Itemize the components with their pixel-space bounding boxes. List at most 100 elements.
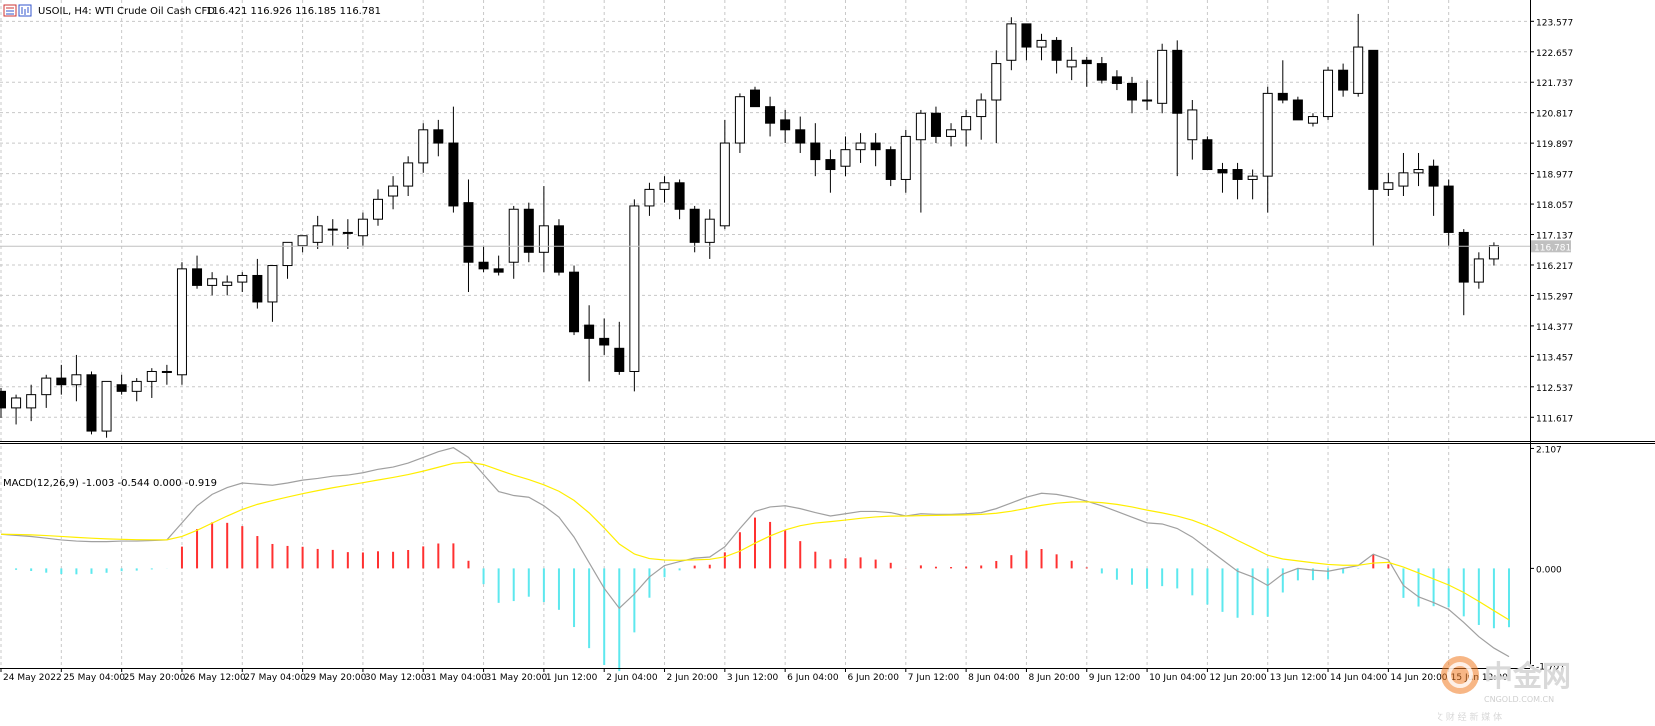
candle-body (373, 198, 383, 220)
candle-body (734, 96, 745, 144)
candle-body (1157, 49, 1168, 104)
candle (86, 371, 97, 435)
macd-tick-label: 2.107 (1536, 445, 1562, 455)
candle-body (523, 208, 534, 253)
candle-body (674, 182, 685, 210)
candle (1307, 113, 1318, 127)
time-tick-label: 15 Jun 12:00 (1451, 673, 1508, 683)
candle-body (327, 228, 338, 231)
candle (1127, 76, 1137, 114)
candle-body (569, 271, 580, 333)
candle (870, 133, 881, 167)
candle-body (252, 274, 263, 303)
candle-body (1323, 69, 1334, 118)
time-tick-label: 9 Jun 12:00 (1089, 673, 1141, 683)
candle-body (1172, 49, 1183, 114)
candle-body (961, 116, 972, 131)
macd-tick-label: 0.000 (1536, 565, 1562, 575)
candle (1157, 43, 1168, 114)
symbol-info: USOIL, H4: WTI Crude Oil Cash CFD (38, 6, 215, 17)
candle-body (1096, 63, 1107, 81)
candle-body (1428, 165, 1439, 187)
candle-body (11, 397, 22, 409)
price-tick-label: 114.377 (1536, 323, 1573, 333)
candle-body (357, 218, 368, 237)
candle-body (1021, 23, 1032, 48)
candle-body (282, 241, 293, 267)
candle (1368, 49, 1379, 246)
candle-body (418, 129, 429, 164)
candle (1277, 60, 1288, 104)
candle-body (1006, 23, 1017, 61)
candle (448, 106, 459, 213)
candle (1187, 100, 1198, 160)
candle-body (1443, 185, 1454, 233)
candle-body (403, 162, 414, 187)
candle (1383, 172, 1394, 197)
candle-body (553, 225, 564, 273)
price-tick-label: 120.817 (1536, 110, 1573, 120)
price-tick-label: 116.217 (1536, 262, 1573, 272)
candle-body (750, 89, 760, 108)
candle (433, 119, 444, 157)
candle (1292, 96, 1303, 121)
time-tick-label: 27 May 04:00 (244, 673, 306, 683)
macd-line (0, 447, 1510, 658)
candle (342, 219, 353, 249)
candle-body (1413, 169, 1424, 174)
candle-body (1217, 169, 1228, 174)
candle (312, 215, 323, 249)
current-price-label: 116.781 (1534, 243, 1571, 253)
time-tick-label: 7 Jun 12:00 (908, 673, 960, 683)
candle (1398, 152, 1409, 197)
candle (569, 265, 580, 336)
time-tick-label: 26 May 12:00 (184, 673, 246, 683)
candle (674, 179, 685, 220)
candle-body (1066, 59, 1077, 68)
candle (946, 123, 957, 147)
candle-body (810, 142, 821, 161)
watermark-tagline: 中 文 财 经 新 媒 体 (1438, 711, 1502, 722)
price-tick-label: 115.297 (1536, 292, 1573, 302)
candle-body (976, 99, 987, 118)
candle (327, 219, 338, 246)
time-tick-label: 8 Jun 20:00 (1028, 673, 1080, 683)
candle-body (689, 208, 700, 243)
price-tick-label: 123.577 (1536, 18, 1573, 28)
candle (1232, 162, 1243, 200)
candle-body (448, 142, 459, 207)
price-tick-label: 118.057 (1536, 201, 1573, 211)
candle (553, 219, 564, 276)
candle (991, 50, 1002, 144)
time-tick-label: 6 Jun 04:00 (787, 673, 839, 683)
candle (11, 394, 22, 425)
candle (1202, 136, 1213, 171)
candle-body (297, 235, 308, 247)
candle (976, 93, 987, 140)
candle (478, 245, 489, 273)
candle (704, 209, 715, 259)
macd-signal-line (0, 461, 1510, 621)
candle-body (493, 268, 504, 273)
candle (267, 265, 278, 322)
candle (131, 378, 142, 402)
candle-body (1398, 172, 1409, 187)
chart-window-icon[interactable] (3, 4, 32, 17)
candle-body (312, 225, 323, 243)
candle-body (840, 149, 851, 167)
candle-body (719, 142, 730, 227)
candle-body (0, 390, 6, 409)
candle (750, 86, 760, 108)
time-tick-label: 24 May 2022 (3, 673, 62, 683)
candle (1338, 63, 1349, 97)
candle-body (86, 374, 97, 432)
macd-series (0, 447, 1510, 672)
candle-body (991, 63, 1002, 101)
time-tick-label: 10 Jun 04:00 (1149, 673, 1206, 683)
candle-body (1142, 99, 1153, 102)
candle-body (1247, 175, 1258, 180)
candle-body (1307, 116, 1318, 124)
candle-body (1292, 99, 1303, 121)
